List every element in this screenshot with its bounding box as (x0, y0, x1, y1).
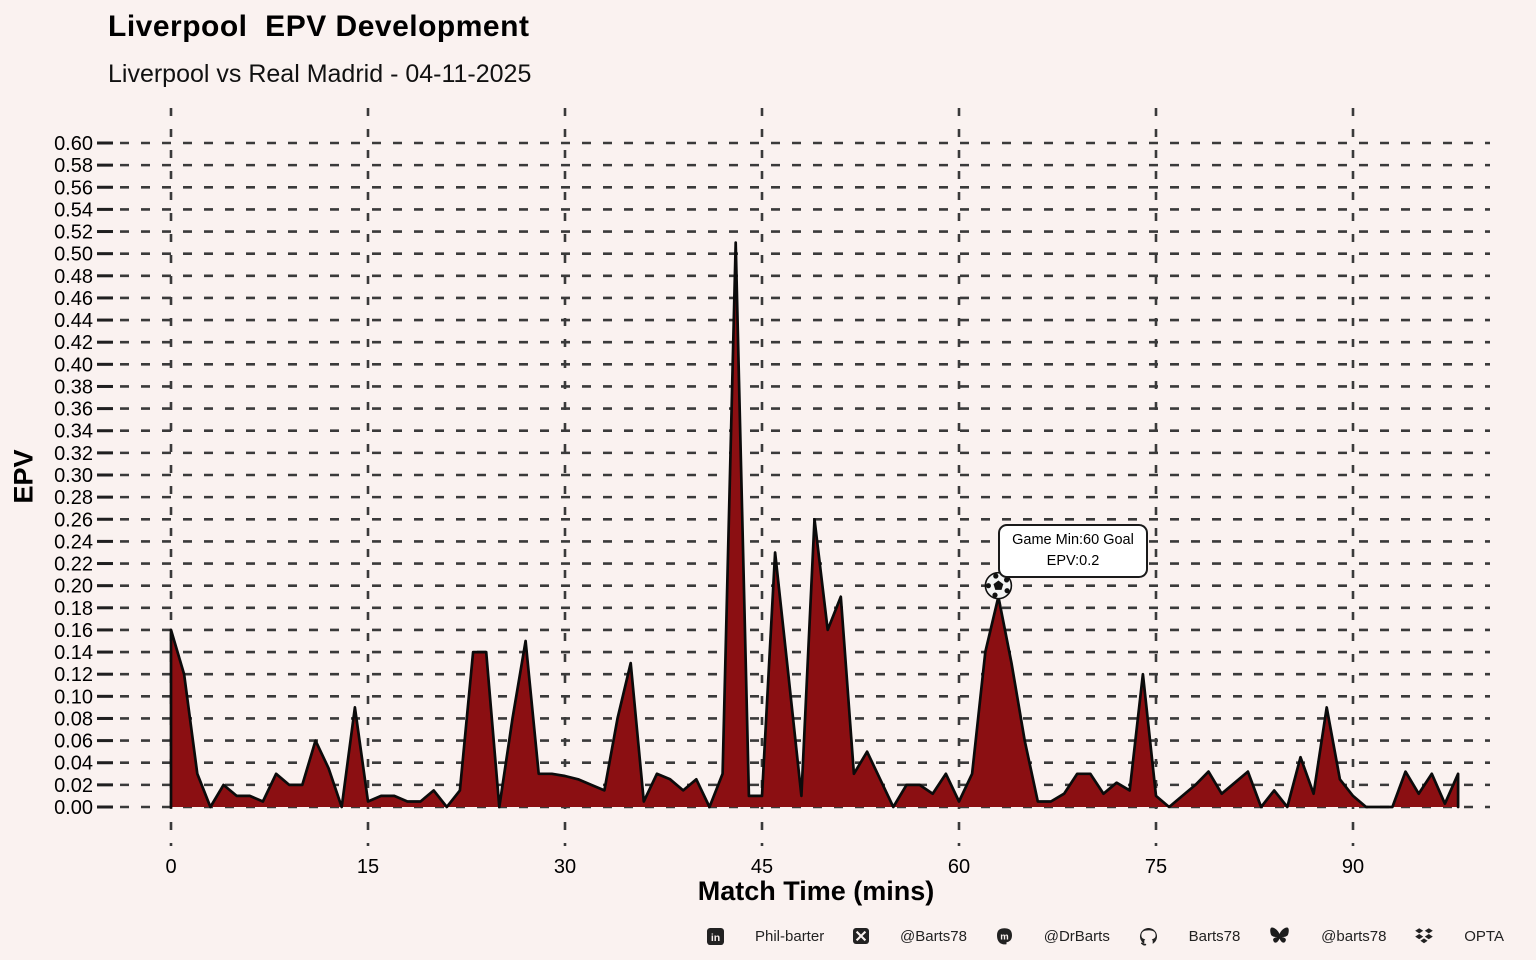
x-tick-label: 0 (165, 856, 176, 878)
y-tick-label: 0.38 (54, 376, 93, 398)
bluesky-icon (1268, 926, 1291, 946)
footer-github: Barts78 (1138, 926, 1241, 947)
y-tick-label: 0.28 (54, 487, 93, 509)
x-tick-label: 60 (948, 856, 970, 878)
y-tick-label: 0.00 (54, 797, 93, 819)
x-axis-label: Match Time (mins) (697, 876, 935, 906)
footer-x-label: @Barts78 (900, 927, 967, 945)
y-tick-label: 0.02 (54, 775, 93, 797)
y-tick-label: 0.30 (54, 465, 93, 487)
y-tick-label: 0.46 (54, 288, 93, 310)
y-tick-label: 0.18 (54, 598, 93, 620)
svg-text:in: in (711, 932, 720, 944)
footer-mastodon-label: @DrBarts (1043, 927, 1110, 945)
footer-linkedin: in Phil-barter (706, 927, 824, 946)
footer-bluesky-label: @barts78 (1321, 927, 1387, 945)
x-tick-label: 90 (1342, 856, 1364, 878)
goal-annotation-line1: Game Min:60 Goal (1012, 531, 1134, 548)
mastodon-icon: m (995, 927, 1014, 946)
y-tick-label: 0.26 (54, 509, 93, 531)
y-tick-label: 0.12 (54, 664, 93, 686)
page-title: Liverpool EPV Development (108, 10, 530, 43)
y-tick-label: 0.50 (54, 244, 93, 266)
footer-opta-label: OPTA (1464, 927, 1504, 945)
y-tick-label: 0.60 (54, 133, 93, 155)
y-tick-label: 0.10 (54, 686, 93, 708)
y-tick-label: 0.24 (54, 531, 93, 553)
y-tick-label: 0.42 (54, 332, 93, 354)
y-tick-label: 0.58 (54, 155, 93, 177)
x-tick-label: 45 (751, 856, 773, 878)
y-tick-label: 0.20 (54, 576, 93, 598)
y-tick-label: 0.36 (54, 399, 93, 421)
y-tick-label: 0.22 (54, 554, 93, 576)
goal-ball-icon (984, 571, 1013, 600)
svg-text:m: m (1000, 931, 1008, 942)
x-tick-label: 30 (554, 856, 576, 878)
y-tick-label: 0.16 (54, 620, 93, 642)
epv-line (169, 241, 1460, 809)
footer-credits: in Phil-barter @Barts78 m @DrBarts Barts… (706, 922, 1504, 950)
y-tick-label: 0.32 (54, 443, 93, 465)
y-tick-label: 0.14 (54, 642, 93, 664)
dropbox-icon (1414, 927, 1434, 946)
y-tick-label: 0.40 (54, 354, 93, 376)
y-axis-label: EPV (8, 449, 39, 504)
footer-bluesky: @barts78 (1268, 926, 1386, 946)
x-tick-label: 75 (1145, 856, 1167, 878)
footer-opta: OPTA (1414, 927, 1504, 946)
y-tick-label: 0.06 (54, 731, 93, 753)
goal-annotation-line2: EPV:0.2 (1046, 553, 1100, 569)
y-tick-label: 0.34 (54, 421, 93, 443)
github-icon (1138, 926, 1159, 947)
footer-x: @Barts78 (852, 927, 967, 945)
y-tick-label: 0.48 (54, 266, 93, 288)
linkedin-icon: in (706, 927, 725, 946)
footer-linkedin-label: Phil-barter (755, 927, 825, 945)
footer-github-label: Barts78 (1188, 927, 1241, 945)
footer-mastodon: m @DrBarts (995, 927, 1110, 946)
y-tick-label: 0.52 (54, 222, 93, 244)
chart-subtitle: Liverpool vs Real Madrid - 04-11-2025 (108, 60, 532, 88)
y-tick-label: 0.56 (54, 177, 93, 199)
y-tick-label: 0.44 (54, 310, 93, 332)
y-tick-label: 0.54 (54, 199, 93, 221)
goal-annotation-box: Game Min:60 Goal EPV:0.2 (998, 524, 1148, 578)
x-tick-label: 15 (357, 856, 379, 878)
y-tick-label: 0.08 (54, 708, 93, 730)
x-icon (852, 927, 870, 945)
y-tick-label: 0.04 (54, 753, 93, 775)
